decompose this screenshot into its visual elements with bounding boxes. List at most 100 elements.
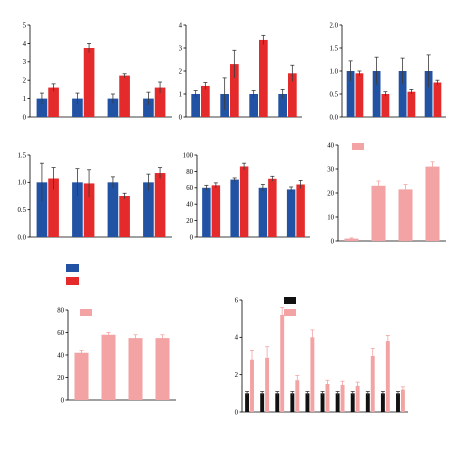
y-tick-label: 4 (23, 41, 27, 48)
y-tick-label: 0 (190, 234, 194, 241)
y-tick-label: 6 (235, 297, 239, 304)
y-tick-label: 20 (186, 218, 193, 225)
y-tick-label: 100 (183, 152, 194, 159)
bar (275, 393, 280, 412)
bar (107, 98, 119, 117)
y-tick-label: 0 (23, 114, 27, 121)
bar (230, 179, 239, 237)
y-tick-label: 10 (327, 214, 334, 221)
bar (398, 189, 413, 241)
bar (36, 98, 48, 117)
bar (211, 185, 221, 237)
bar (154, 87, 166, 117)
bar (295, 380, 300, 412)
bar (119, 75, 130, 117)
legend-swatch (352, 143, 364, 150)
y-tick-label: 2.0 (330, 22, 339, 29)
bar (305, 393, 310, 412)
y-tick-label: 2 (23, 78, 27, 85)
bar (268, 178, 277, 237)
y-tick-label: 0 (331, 238, 335, 245)
bar (72, 98, 83, 117)
y-tick-label: 30 (327, 166, 334, 173)
bar (310, 337, 315, 412)
y-tick-label: 4 (235, 335, 239, 342)
bar (201, 85, 210, 117)
y-tick-label: 0.5 (18, 207, 27, 214)
y-tick-label: 2 (179, 68, 183, 75)
bar (280, 314, 285, 412)
bar (128, 338, 143, 400)
y-tick-label: 0.0 (330, 114, 339, 121)
legend-swatch (80, 309, 92, 316)
panel-f: 0 10 20 30 40 (327, 142, 446, 245)
bar (400, 389, 405, 412)
bar (143, 182, 154, 237)
y-tick-label: 0 (179, 114, 183, 121)
bar (433, 82, 442, 117)
y-tick-label: 1 (23, 96, 26, 103)
y-tick-label: 20 (327, 190, 334, 197)
y-tick-label: 60 (186, 185, 193, 192)
bar (355, 73, 364, 117)
panel-g: 0 20 40 60 80 (57, 307, 176, 404)
bar (381, 94, 390, 117)
bar (143, 98, 154, 117)
legend-swatch (66, 277, 79, 285)
legend-swatch (284, 297, 296, 304)
bar (371, 185, 386, 241)
y-tick-label: 80 (186, 169, 193, 176)
bar (249, 94, 258, 117)
bar (48, 87, 59, 117)
bar (346, 71, 355, 117)
bar (385, 341, 390, 412)
y-tick-label: 1 (179, 91, 182, 98)
y-tick-label: 1.0 (18, 180, 27, 187)
bar (202, 187, 211, 237)
bar (320, 393, 325, 412)
panel-e: 0 20 40 60 80 100 (183, 152, 310, 241)
panel-a: 0 1 2 3 4 5 (23, 22, 172, 121)
y-tick-label: 1.0 (330, 68, 339, 75)
y-tick-label: 1.5 (18, 152, 27, 159)
bar (286, 189, 296, 237)
bar (290, 393, 295, 412)
bar (325, 384, 330, 412)
bar (424, 71, 433, 117)
y-tick-label: 3 (23, 59, 27, 66)
bar (365, 393, 370, 412)
panel-b: 0 1 2 3 4 (179, 22, 302, 121)
bar (36, 182, 48, 237)
main-legend (66, 264, 79, 285)
bar (258, 187, 268, 237)
bar (260, 393, 265, 412)
bar (48, 178, 59, 237)
bar (355, 385, 360, 412)
bar (425, 166, 440, 241)
y-tick-label: 0 (61, 397, 65, 404)
y-tick-label: 0 (235, 409, 239, 416)
bar (340, 384, 345, 412)
bar (350, 393, 355, 412)
y-tick-label: 40 (186, 202, 193, 209)
bar (288, 73, 297, 117)
y-tick-label: 2 (235, 372, 239, 379)
bar (245, 393, 250, 412)
bar (344, 238, 359, 241)
y-tick-label: 5 (23, 22, 27, 29)
bar (107, 182, 119, 237)
y-tick-label: 0.0 (18, 234, 27, 241)
bar (191, 94, 200, 117)
y-tick-label: 40 (57, 352, 64, 359)
panel-h: 0 2 4 6 (235, 297, 408, 416)
bar (72, 182, 83, 237)
bar (398, 71, 407, 117)
legend-swatch (66, 264, 79, 272)
y-tick-label: 1.5 (330, 45, 339, 52)
y-tick-label: 0.5 (330, 91, 339, 98)
bar (83, 183, 95, 237)
y-tick-label: 3 (179, 45, 183, 52)
bar (259, 39, 268, 118)
y-tick-label: 60 (57, 330, 64, 337)
